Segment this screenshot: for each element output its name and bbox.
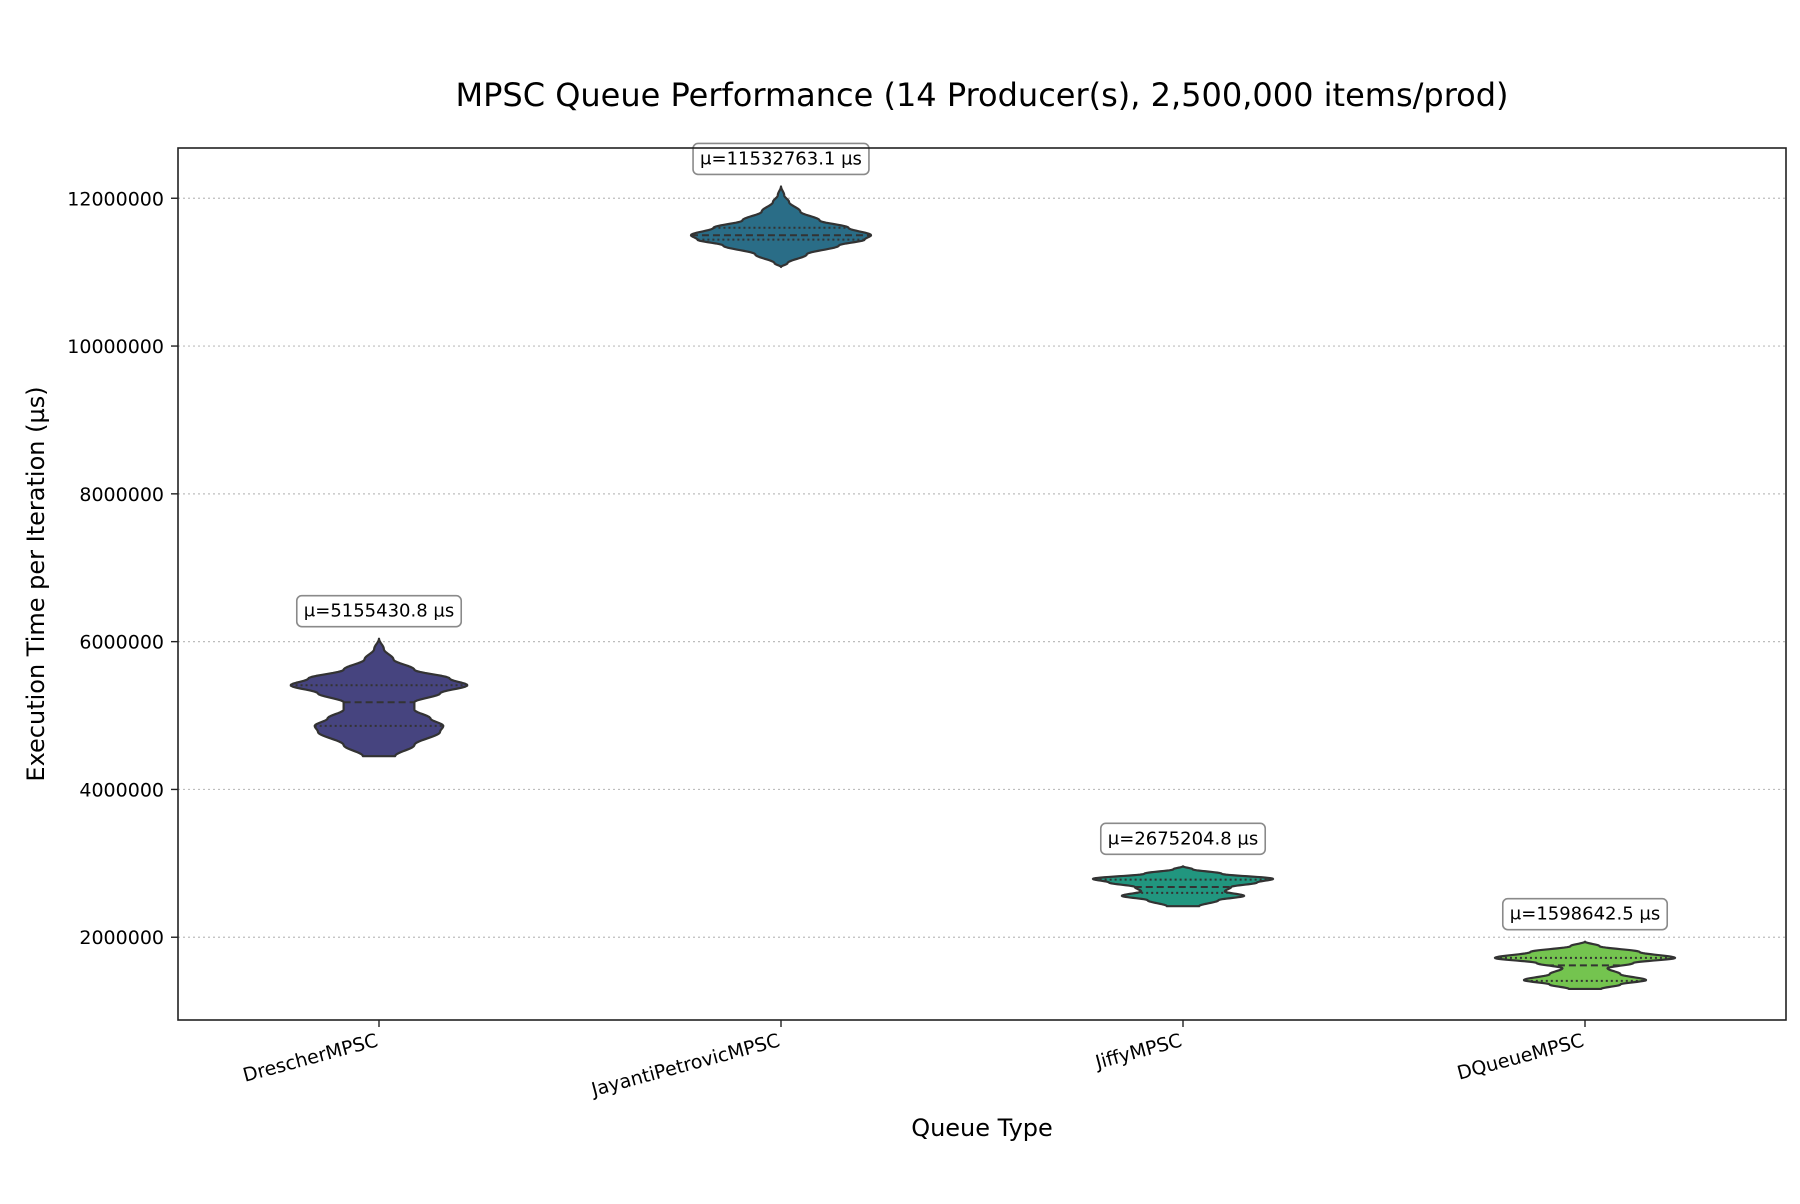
- mean-label-box: [692, 142, 870, 176]
- x-tick-label: DQueueMPSC: [1455, 1030, 1586, 1085]
- x-tick-label: DrescherMPSC: [241, 1030, 381, 1087]
- y-tick-label: 4000000: [79, 779, 164, 801]
- y-tick-label: 10000000: [67, 336, 164, 358]
- violin-DrescherMPSC: [289, 637, 469, 758]
- mean-label-text: μ=2675204.8 µs: [1108, 828, 1258, 849]
- x-axis-label: Queue Type: [911, 1114, 1053, 1142]
- mean-label-box: [1501, 897, 1669, 931]
- mean-label-text: μ=5155430.8 µs: [304, 601, 454, 622]
- mean-label-box: [1099, 822, 1267, 856]
- mean-label-DQueueMPSC: μ=1598642.5 µs: [1501, 897, 1669, 931]
- mean-label-JayantiPetrovicMPSC: μ=11532763.1 µs: [692, 142, 870, 176]
- y-tick-label: 12000000: [67, 188, 164, 210]
- x-tick-label: JayantiPetrovicMPSC: [588, 1030, 782, 1102]
- plot-frame: [177, 147, 1787, 1021]
- grid-layer: [178, 197, 1786, 938]
- y-axis-label: Execution Time per Iteration (µs): [22, 386, 50, 781]
- mean-label-JiffyMPSC: μ=2675204.8 µs: [1099, 822, 1267, 856]
- y-axis: 2000000 4000000 6000000 8000000 10000000 1200…: [67, 188, 178, 949]
- mean-label-text: μ=1598642.5 µs: [1510, 904, 1660, 925]
- mean-label-text: μ=11532763.1 µs: [700, 148, 862, 169]
- x-tick-label: JiffyMPSC: [1092, 1030, 1184, 1074]
- violin-layer: [289, 185, 1677, 991]
- y-tick-label: 8000000: [79, 484, 164, 506]
- y-tick-label: 2000000: [79, 927, 164, 949]
- chart-title: MPSC Queue Performance (14 Producer(s), …: [455, 76, 1508, 114]
- mean-label-DrescherMPSC: μ=5155430.8 µs: [295, 594, 463, 628]
- y-tick-label: 6000000: [79, 632, 164, 654]
- mean-label-layer: μ=5155430.8 µs μ=11532763.1 µs μ=2675204.8…: [295, 142, 1669, 931]
- x-axis: DrescherMPSC JayantiPetrovicMPSC JiffyMPSC…: [241, 1020, 1586, 1102]
- mean-label-box: [295, 594, 463, 628]
